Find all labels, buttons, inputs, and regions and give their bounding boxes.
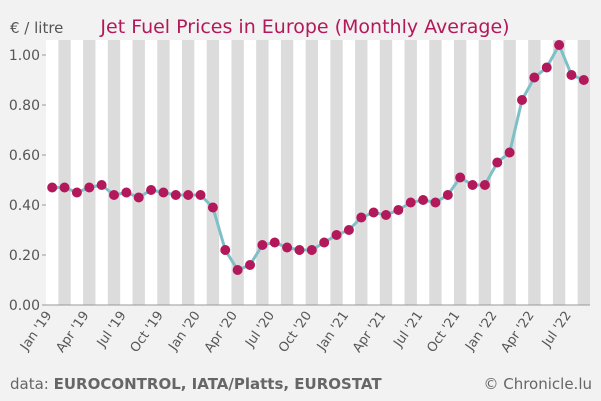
source-label: data: xyxy=(10,375,49,393)
point xyxy=(455,172,466,183)
stripe xyxy=(528,40,541,305)
point xyxy=(578,75,589,85)
point xyxy=(418,195,429,205)
stripe xyxy=(503,40,516,305)
y-tick-label: 0.80 xyxy=(9,98,40,114)
point xyxy=(84,182,95,193)
point xyxy=(170,190,181,200)
credit: © Chronicle.lu xyxy=(483,375,592,393)
point xyxy=(282,242,293,253)
y-tick-label: 0.40 xyxy=(9,198,40,214)
stripe xyxy=(404,40,417,305)
point xyxy=(183,190,194,200)
point xyxy=(442,190,453,200)
point xyxy=(133,192,144,203)
stripe xyxy=(330,40,343,305)
stripe xyxy=(379,40,393,305)
point xyxy=(207,202,218,213)
y-axis-label: € / litre xyxy=(10,19,63,37)
y-tick-label: 0.60 xyxy=(9,148,40,164)
point xyxy=(96,180,107,190)
point xyxy=(541,62,552,73)
point xyxy=(257,240,268,250)
point xyxy=(220,245,231,255)
point xyxy=(467,180,478,190)
stripe xyxy=(107,40,121,305)
point xyxy=(393,205,404,215)
stripe xyxy=(182,40,195,305)
stripe xyxy=(355,40,368,305)
stripe xyxy=(231,40,244,305)
stripe xyxy=(256,40,269,305)
y-tick-label: 0.20 xyxy=(9,248,40,264)
point xyxy=(146,185,157,195)
y-tick-label: 0.00 xyxy=(9,298,40,314)
point xyxy=(245,260,255,270)
chart-title: Jet Fuel Prices in Europe (Monthly Avera… xyxy=(99,16,509,38)
stripe xyxy=(132,40,145,305)
stripe xyxy=(429,40,442,305)
point xyxy=(71,187,82,198)
source-names: EUROCONTROL, IATA/Platts, EUROSTAT xyxy=(54,375,383,393)
point xyxy=(158,187,169,198)
point xyxy=(566,70,577,80)
stripe xyxy=(83,40,96,305)
point xyxy=(59,182,70,193)
point xyxy=(306,245,317,255)
point xyxy=(517,95,527,105)
point xyxy=(331,230,342,240)
point xyxy=(405,197,416,208)
stripe xyxy=(478,40,492,305)
point xyxy=(47,182,58,193)
stripe xyxy=(577,40,590,305)
point xyxy=(368,207,379,218)
point xyxy=(319,237,330,248)
y-tick-label: 1.00 xyxy=(9,48,40,64)
point xyxy=(269,237,280,248)
stripe xyxy=(305,40,318,305)
point xyxy=(195,190,206,200)
stripe xyxy=(157,40,170,305)
stripe xyxy=(206,40,220,305)
point xyxy=(109,190,119,200)
point xyxy=(232,265,243,275)
point xyxy=(479,180,490,190)
stripe xyxy=(58,40,71,305)
point xyxy=(492,157,503,168)
stripe xyxy=(280,40,294,305)
point xyxy=(430,197,441,208)
point xyxy=(294,245,305,255)
point xyxy=(343,225,354,235)
point xyxy=(121,187,132,198)
point xyxy=(529,72,540,83)
point xyxy=(554,40,565,50)
point xyxy=(381,210,391,220)
point xyxy=(504,147,515,158)
point xyxy=(356,212,367,223)
source: data: EUROCONTROL, IATA/Platts, EUROSTAT xyxy=(10,375,382,393)
stripe xyxy=(552,40,566,305)
